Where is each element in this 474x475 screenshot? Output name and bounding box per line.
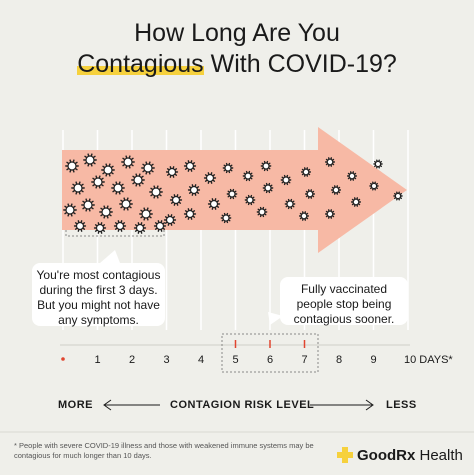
- virus-icon: [91, 175, 105, 189]
- brand-name-rest: Health: [415, 447, 463, 464]
- axis-label: 5: [232, 354, 239, 366]
- left-callout-line: any symptoms.: [58, 313, 139, 327]
- left-callout: You're most contagious during the first …: [32, 263, 165, 327]
- left-callout-pointer: [100, 250, 120, 263]
- virus-icon: [242, 170, 254, 182]
- brand-logo: GoodRx Health: [357, 447, 463, 464]
- virus-icon: [65, 159, 79, 173]
- vaccinated-days-box: [221, 333, 319, 373]
- axis-label: 6: [266, 354, 274, 366]
- risk-less-label: LESS: [386, 399, 417, 411]
- day-ticks: [61, 340, 306, 361]
- virus-icon: [93, 222, 107, 234]
- axis-label: 3: [163, 354, 170, 366]
- axis-label: 1: [94, 354, 101, 366]
- right-callout-line: contagious sooner.: [293, 312, 395, 326]
- virus-icon: [346, 171, 358, 181]
- title-rest: With COVID-19?: [203, 50, 397, 78]
- virus-icon: [393, 191, 403, 201]
- goodrx-plus-icon: [337, 447, 353, 463]
- title-highlight: Contagious: [77, 50, 204, 78]
- virus-icon: [133, 222, 147, 234]
- axis-label: 8: [335, 354, 343, 366]
- virus-icon: [83, 153, 97, 167]
- brand-name-bold: GoodRx: [357, 447, 416, 464]
- virus-icon: [71, 181, 85, 195]
- virus-icon: [99, 205, 113, 219]
- virus-icon: [284, 198, 296, 210]
- title-line-1: How Long Are You: [134, 19, 340, 47]
- right-callout: Fully vaccinated people stop being conta…: [280, 277, 408, 326]
- virus-icon: [324, 157, 336, 167]
- virus-icon: [169, 194, 183, 206]
- virus-icon: [262, 182, 274, 194]
- virus-icon: [304, 189, 316, 199]
- virus-icon: [244, 194, 256, 206]
- virus-particles: [63, 153, 403, 234]
- risk-more-label: MORE: [58, 399, 93, 411]
- virus-icon: [260, 160, 272, 172]
- virus-icon: [149, 185, 163, 199]
- virus-icon: [222, 162, 234, 174]
- virus-icon: [280, 174, 292, 186]
- more-arrow-head: [103, 399, 112, 411]
- virus-icon: [163, 214, 177, 226]
- virus-icon: [207, 198, 221, 210]
- virus-icon: [298, 211, 310, 221]
- left-callout-line: But you might not have: [37, 298, 160, 312]
- right-callout-line: people stop being: [296, 297, 392, 311]
- virus-icon: [183, 160, 197, 172]
- left-callout-line: You're most contagious: [36, 268, 161, 282]
- virus-icon: [63, 203, 77, 217]
- right-callout-line: Fully vaccinated: [300, 282, 388, 296]
- virus-icon: [183, 208, 197, 220]
- virus-icon: [369, 181, 379, 191]
- virus-icon: [119, 197, 133, 211]
- virus-icon: [113, 220, 127, 232]
- axis-label: 2: [128, 354, 136, 366]
- less-arrow-head: [365, 399, 374, 411]
- virus-icon: [220, 212, 232, 224]
- virus-icon: [121, 155, 135, 169]
- virus-icon: [226, 188, 238, 200]
- virus-icon: [101, 163, 115, 177]
- contagion-arrow: [62, 127, 407, 253]
- virus-icon: [330, 185, 342, 195]
- virus-icon: [300, 167, 312, 177]
- virus-icon: [324, 209, 336, 219]
- left-callout-line: during the first 3 days.: [39, 283, 158, 297]
- right-callout-pointer: [268, 312, 283, 325]
- virus-icon: [111, 181, 125, 195]
- title-line-2: Contagious With COVID-19?: [0, 49, 474, 79]
- day-zero-dot: [61, 357, 65, 361]
- virus-icon: [187, 184, 201, 196]
- virus-icon: [141, 161, 155, 175]
- virus-icon: [81, 198, 95, 212]
- virus-icon: [373, 159, 383, 169]
- virus-icon: [131, 173, 145, 187]
- axis-label: 7: [301, 354, 308, 366]
- virus-icon: [256, 206, 268, 218]
- virus-icon: [350, 197, 362, 207]
- virus-icon: [203, 172, 217, 184]
- risk-center-label: CONTAGION RISK LEVEL: [170, 399, 315, 411]
- axis-label: 9: [370, 354, 377, 366]
- virus-icon: [153, 220, 167, 232]
- axis-label: 4: [197, 354, 205, 366]
- virus-icon: [165, 166, 179, 178]
- footnote: * People with severe COVID-19 illness an…: [14, 441, 314, 460]
- virus-icon: [73, 220, 87, 232]
- axis-label: 10 DAYS*: [404, 354, 453, 366]
- virus-icon: [139, 207, 153, 221]
